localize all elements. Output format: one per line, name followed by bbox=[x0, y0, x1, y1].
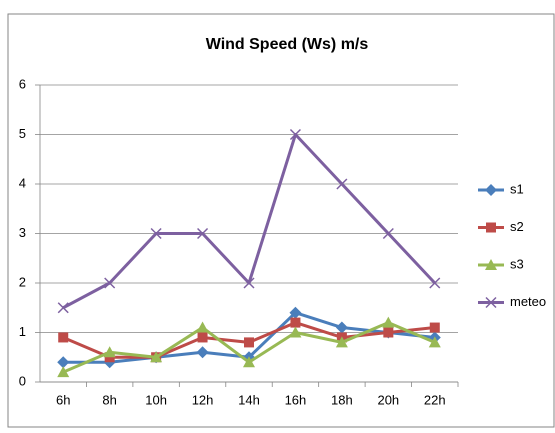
chart-title: Wind Speed (Ws) m/s bbox=[206, 36, 369, 53]
y-tick-label: 5 bbox=[19, 126, 26, 141]
marker bbox=[428, 336, 441, 348]
marker bbox=[289, 128, 301, 141]
marker bbox=[103, 346, 116, 358]
marker bbox=[58, 332, 69, 343]
legend-label: s2 bbox=[510, 219, 524, 234]
marker bbox=[197, 332, 208, 343]
legend-label: s3 bbox=[510, 256, 524, 271]
marker bbox=[382, 227, 394, 240]
x-tick-label: 14h bbox=[238, 392, 260, 407]
y-tick-label: 6 bbox=[19, 76, 26, 91]
x-tick-label: 10h bbox=[145, 392, 167, 407]
marker bbox=[289, 326, 302, 338]
y-tick-label: 1 bbox=[19, 324, 26, 339]
marker bbox=[485, 184, 497, 196]
x-tick-label: 22h bbox=[424, 392, 446, 407]
marker bbox=[150, 227, 162, 240]
marker bbox=[197, 227, 209, 240]
y-tick-label: 3 bbox=[19, 225, 26, 240]
marker bbox=[486, 222, 496, 233]
x-tick-label: 20h bbox=[377, 392, 399, 407]
marker bbox=[57, 366, 70, 378]
marker bbox=[57, 302, 69, 314]
marker bbox=[196, 346, 209, 359]
marker bbox=[196, 321, 209, 333]
x-tick-label: 8h bbox=[102, 392, 116, 407]
marker bbox=[429, 322, 440, 333]
marker bbox=[485, 259, 497, 270]
x-tick-label: 6h bbox=[56, 392, 70, 407]
marker bbox=[289, 306, 302, 319]
marker bbox=[336, 178, 348, 190]
chart-border bbox=[7, 13, 555, 428]
marker bbox=[382, 316, 395, 328]
marker bbox=[383, 327, 394, 338]
x-tick-label: 12h bbox=[192, 392, 214, 407]
marker bbox=[485, 296, 497, 309]
marker bbox=[335, 336, 348, 348]
marker bbox=[290, 317, 301, 328]
marker bbox=[150, 351, 163, 363]
x-tick-label: 18h bbox=[331, 392, 353, 407]
legend-label: meteo bbox=[510, 294, 546, 309]
marker bbox=[57, 356, 70, 369]
marker bbox=[335, 321, 348, 334]
marker bbox=[243, 356, 255, 368]
y-tick-label: 0 bbox=[19, 373, 26, 388]
marker bbox=[243, 277, 255, 289]
y-tick-label: 4 bbox=[19, 175, 26, 190]
x-tick-label: 16h bbox=[285, 392, 307, 407]
legend-label: s1 bbox=[510, 181, 524, 196]
marker bbox=[429, 277, 441, 289]
y-tick-label: 2 bbox=[19, 274, 26, 289]
marker bbox=[104, 277, 116, 289]
marker bbox=[244, 337, 254, 348]
